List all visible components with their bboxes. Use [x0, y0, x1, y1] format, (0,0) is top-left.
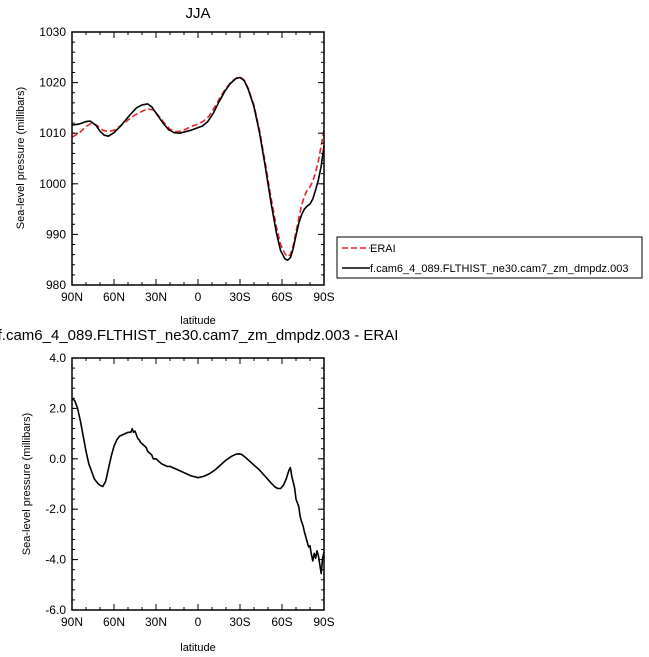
bottom-y-axis-label: Sea-level pressure (millibars)	[21, 413, 33, 555]
top-x-tick-label: 30S	[229, 290, 250, 304]
bottom-x-tick-label: 60S	[271, 615, 292, 629]
bottom-panel: f.cam6_4_089.FLTHIST_ne30.cam7_zm_dmpdz.…	[0, 327, 398, 654]
top-x-axis-label: latitude	[180, 315, 215, 327]
top-y-axis-label: Sea-level pressure (millibars)	[15, 87, 27, 229]
top-y-tick-label: 1000	[39, 177, 66, 191]
top-x-tick-label: 90S	[313, 290, 334, 304]
bottom-y-tick-label: -2.0	[45, 502, 66, 516]
bottom-x-tick-label: 0	[195, 615, 202, 629]
bottom-x-ticks: 90N 60N 30N 0 30S 60S 90S	[61, 358, 335, 629]
bottom-plot-area	[71, 397, 325, 575]
bottom-y-tick-label: -4.0	[45, 553, 66, 567]
top-y-tick-label: 980	[46, 278, 66, 292]
top-series-line-model	[71, 76, 325, 261]
top-y-ticks: 980 990 1000 1010 1020 1030	[39, 25, 324, 292]
bottom-x-tick-label: 90N	[61, 615, 83, 629]
top-x-tick-label: 60N	[103, 290, 125, 304]
top-y-tick-label: 1020	[39, 76, 66, 90]
legend-label-model: f.cam6_4_089.FLTHIST_ne30.cam7_zm_dmpdz.…	[370, 263, 628, 275]
top-y-tick-label: 1030	[39, 25, 66, 39]
bottom-y-ticks: -6.0 -4.0 -2.0 0.0 2.0 4.0	[45, 351, 324, 617]
top-plot-frame	[71, 31, 325, 286]
top-plot-area	[71, 76, 325, 261]
bottom-y-tick-label: 0.0	[49, 452, 66, 466]
top-x-tick-label: 0	[195, 290, 202, 304]
bottom-x-tick-label: 60N	[103, 615, 125, 629]
top-y-tick-label: 990	[46, 227, 66, 241]
bottom-x-axis-label: latitude	[180, 642, 215, 654]
bottom-x-tick-label: 30N	[145, 615, 167, 629]
top-panel: JJA 90N 60N 30N 0 30S 60S 90S 980 990 1000 1010 10…	[15, 5, 643, 327]
top-series-line-erai	[71, 76, 325, 258]
bottom-x-tick-label: 90S	[313, 615, 334, 629]
bottom-chart-title: f.cam6_4_089.FLTHIST_ne30.cam7_zm_dmpdz.…	[0, 327, 398, 344]
bottom-y-tick-label: 2.0	[49, 401, 66, 415]
bottom-x-tick-label: 30S	[229, 615, 250, 629]
bottom-y-tick-label: 4.0	[49, 351, 66, 365]
bottom-plot-frame	[71, 357, 325, 611]
top-x-tick-label: 90N	[61, 290, 83, 304]
legend: ERAI f.cam6_4_089.FLTHIST_ne30.cam7_zm_d…	[336, 236, 643, 279]
top-x-ticks: 90N 60N 30N 0 30S 60S 90S	[61, 32, 335, 304]
bottom-series-line-difference	[71, 397, 325, 575]
legend-box	[336, 236, 643, 279]
top-x-tick-label: 30N	[145, 290, 167, 304]
top-y-tick-label: 1010	[39, 126, 66, 140]
top-x-tick-label: 60S	[271, 290, 292, 304]
top-chart-title: JJA	[185, 5, 210, 22]
legend-label-erai: ERAI	[370, 243, 396, 255]
bottom-y-tick-label: -6.0	[45, 603, 66, 617]
